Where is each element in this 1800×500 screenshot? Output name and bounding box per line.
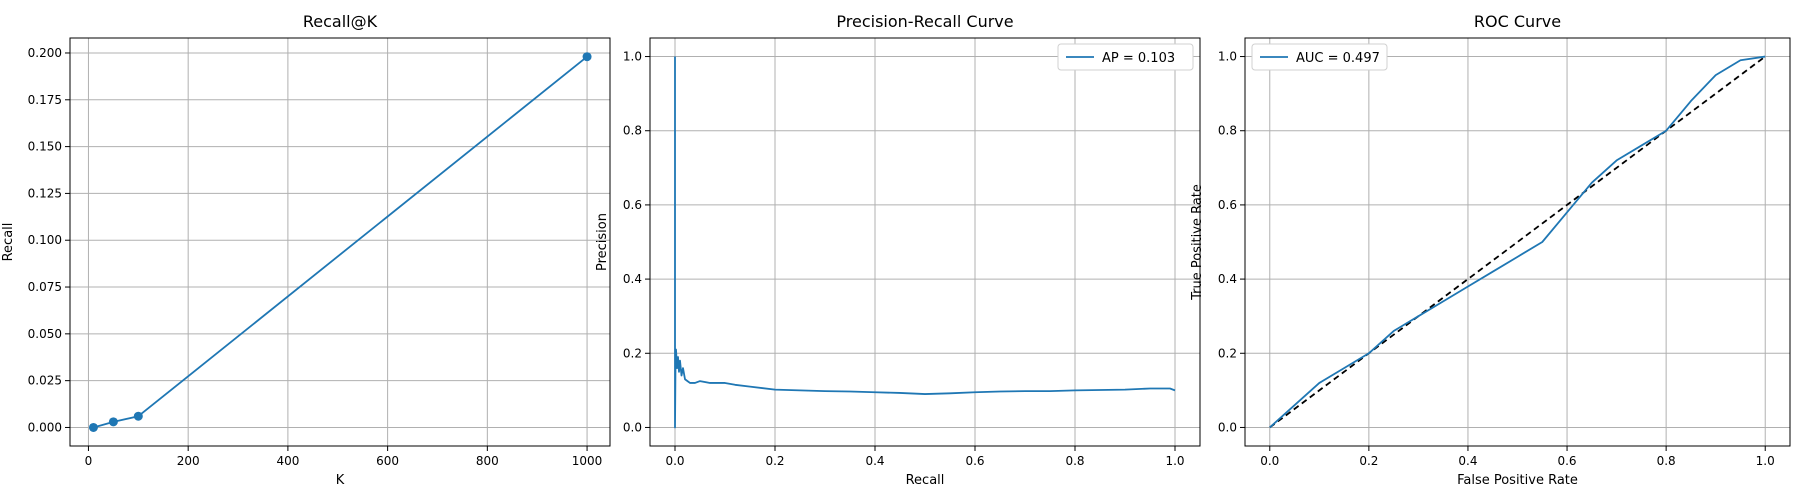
chart-2-x-axis-label: Recall: [906, 473, 945, 488]
chart-3-x-tick-label: 0.4: [1458, 454, 1477, 468]
chart-1-y-tick-label: 0.050: [28, 327, 62, 341]
chart-3-axes-frame: [1244, 37, 1791, 447]
chart-2-title: Precision-Recall Curve: [836, 12, 1013, 31]
chart-1-y-axis-label: Recall: [1, 223, 16, 262]
chart-1-y-tick-label: 0.100: [28, 233, 62, 247]
chart-1-y-tick-label: 0.175: [28, 93, 62, 107]
chart-1-x-tick-label: 400: [276, 454, 299, 468]
chart-2-x-tick-label: 1.0: [1165, 454, 1184, 468]
chart-3-legend-label: AUC = 0.497: [1296, 51, 1380, 66]
chart-1-y-tick-label: 0.025: [28, 374, 62, 388]
chart-2-x-tick-label: 0.4: [865, 454, 884, 468]
chart-2-y-tick-label: 0.6: [623, 198, 642, 212]
chart-3-title: ROC Curve: [1474, 12, 1561, 31]
chart-3-x-tick-label: 0.6: [1557, 454, 1576, 468]
chart-3-x-tick-label: 0.2: [1359, 454, 1378, 468]
chart-3-legend: AUC = 0.497: [1251, 43, 1388, 71]
chart-3-x-tick-label: 1.0: [1756, 454, 1775, 468]
chart-2-x-tick-label: 0.0: [665, 454, 684, 468]
chart-2: 0.0 0.2 0.4 0.6 0.8 1.0 0.0 0.2 0.4 0.6 0.8 1.0 AP =…: [595, 12, 1201, 488]
chart-1-data-point: [88, 422, 98, 432]
chart-2-legend-box: [1057, 43, 1194, 71]
chart-2-y-tick-label: 0.8: [623, 124, 642, 138]
chart-1-x-tick-label: 200: [177, 454, 200, 468]
chart-1-y-tick-label: 0.075: [28, 280, 62, 294]
chart-3-reference-line: [1269, 55, 1766, 429]
chart-2-y-tick-label: 1.0: [623, 50, 642, 64]
chart-1-x-axis-label: K: [336, 473, 345, 488]
chart-2-x-tick-label: 0.6: [965, 454, 984, 468]
chart-3-y-tick-label: 0.8: [1218, 124, 1237, 138]
chart-3-y-tick-label: 1.0: [1218, 50, 1237, 64]
chart-3-y-tick-label: 0.6: [1218, 198, 1237, 212]
chart-2-legend: AP = 0.103: [1057, 43, 1194, 71]
chart-1-series-line: [93, 56, 588, 429]
chart-2-y-tick-label: 0.2: [623, 346, 642, 360]
chart-1-y-tick-label: 0.200: [28, 46, 62, 60]
chart-3-x-tick-label: 0.8: [1657, 454, 1676, 468]
chart-1: 0 200 400 600 800 1000 0.000 0.025 0.050 0.075 0.1…: [1, 12, 611, 488]
chart-1-data-point: [133, 411, 143, 421]
chart-2-axes-frame: [649, 37, 1201, 447]
chart-1-x-tick-label: 600: [376, 454, 399, 468]
chart-3-x-tick-label: 0.0: [1260, 454, 1279, 468]
chart-3-series-line: [1269, 55, 1766, 429]
chart-3-y-tick-label: 0.2: [1218, 346, 1237, 360]
chart-3-y-axis-label: True Positive Rate: [1190, 184, 1205, 301]
chart-3-y-tick-label: 0.0: [1218, 420, 1237, 434]
chart-1-axes-frame: [69, 37, 611, 447]
chart-3-legend-box: [1251, 43, 1388, 71]
chart-1-x-tick-label: 0: [85, 454, 93, 468]
chart-1-y-tick-label: 0.150: [28, 140, 62, 154]
chart-1-data-point: [582, 52, 592, 62]
chart-3-x-axis-label: False Positive Rate: [1457, 473, 1578, 488]
chart-2-series-line: [674, 56, 1176, 429]
chart-2-x-tick-label: 0.2: [765, 454, 784, 468]
chart-3-y-tick-label: 0.4: [1218, 272, 1237, 286]
chart-2-legend-label: AP = 0.103: [1102, 51, 1175, 66]
chart-2-y-tick-label: 0.4: [623, 272, 642, 286]
chart-3: 0.0 0.2 0.4 0.6 0.8 1.0 0.0 0.2 0.4 0.6 0.8 1.0 AUC …: [1190, 12, 1791, 488]
chart-2-x-tick-label: 0.8: [1065, 454, 1084, 468]
chart-1-y-tick-label: 0.000: [28, 420, 62, 434]
chart-1-title: Recall@K: [303, 12, 378, 31]
chart-1-x-tick-label: 1000: [572, 454, 603, 468]
chart-1-y-tick-label: 0.125: [28, 186, 62, 200]
chart-2-y-axis-label: Precision: [595, 213, 610, 271]
chart-1-x-tick-label: 800: [476, 454, 499, 468]
chart-1-data-point: [108, 417, 118, 427]
chart-2-y-tick-label: 0.0: [623, 420, 642, 434]
